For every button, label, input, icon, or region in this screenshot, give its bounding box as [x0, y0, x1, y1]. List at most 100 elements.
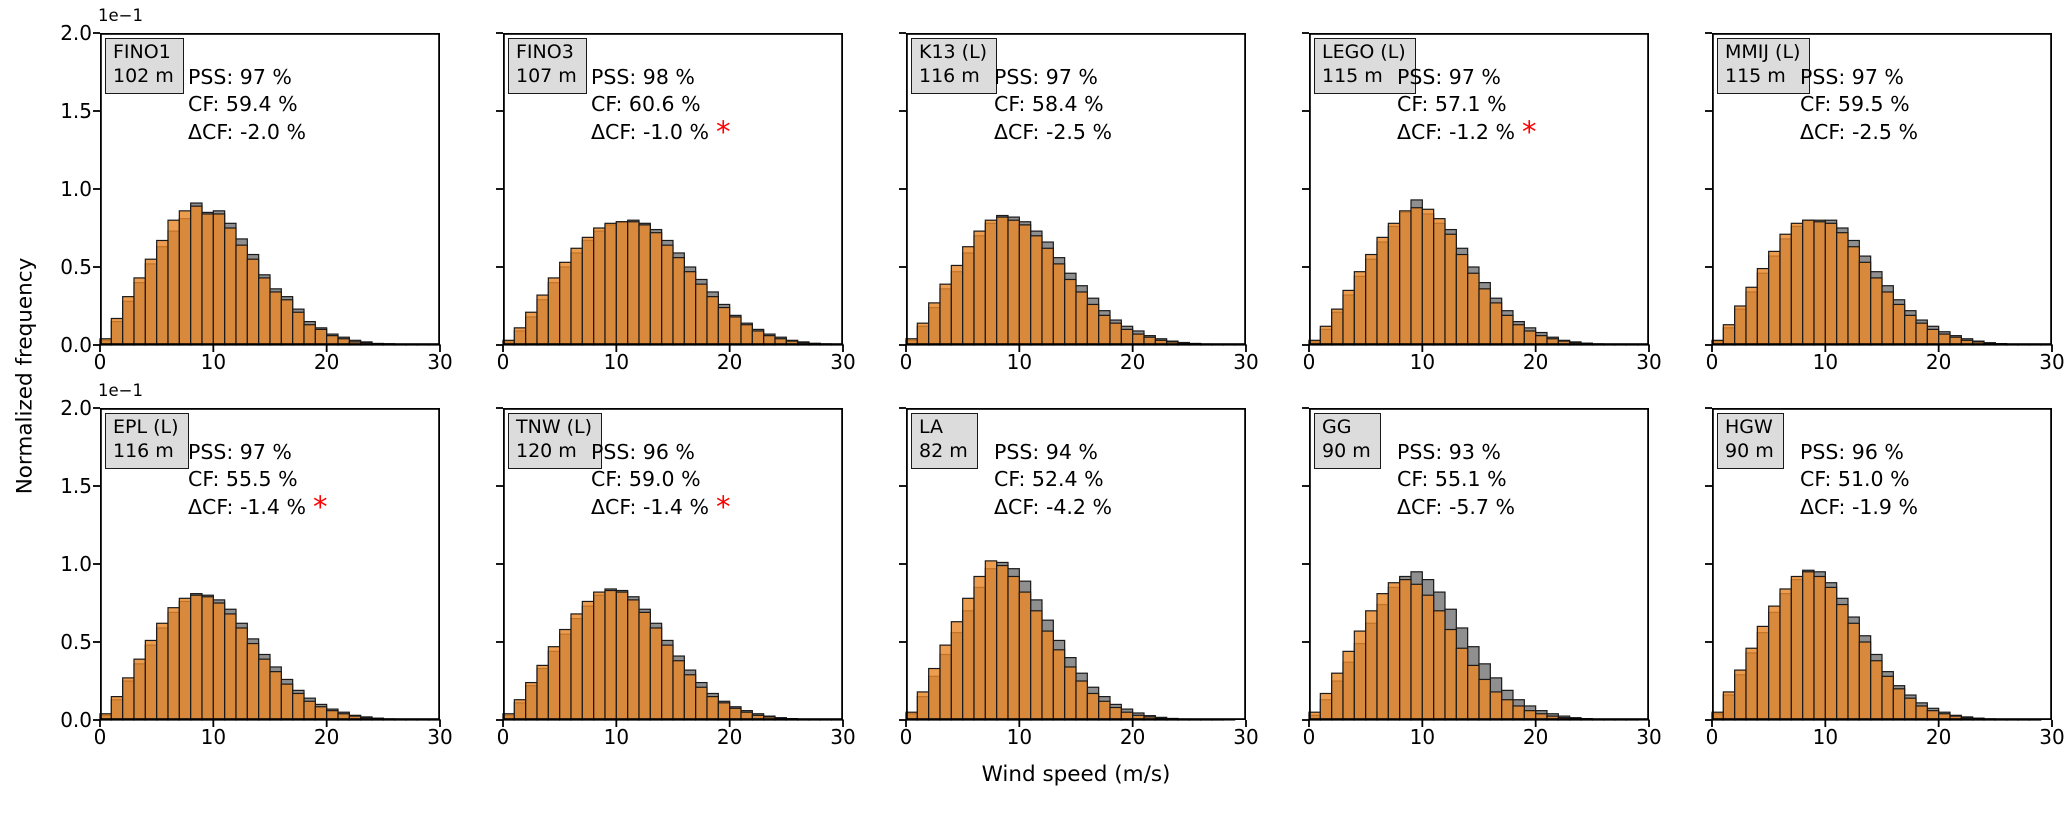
orange-histogram-bar — [1881, 675, 1894, 721]
stat-pss: PSS: 97 % — [188, 65, 292, 89]
orange-histogram-bar — [1410, 583, 1423, 721]
orange-histogram-bar — [1421, 208, 1435, 346]
orange-histogram-bar — [1086, 692, 1100, 721]
x-tick-label: 30 — [427, 725, 453, 749]
station-name: K13 (L) — [919, 41, 988, 63]
station-name: MMIJ (L) — [1725, 41, 1801, 63]
x-axis-label: Wind speed (m/s) — [981, 762, 1171, 787]
orange-histogram-bar — [649, 627, 663, 721]
orange-histogram-bar — [559, 628, 572, 721]
station-height: 102 m — [113, 64, 174, 87]
stat-cf: CF: 58.4 % — [994, 92, 1104, 117]
orange-histogram-bar — [973, 230, 986, 346]
orange-histogram-bar — [1075, 680, 1088, 721]
orange-histogram-bar — [627, 599, 640, 721]
orange-histogram-bar — [1342, 289, 1355, 346]
orange-histogram-bar — [1098, 314, 1111, 346]
y-tick-label: 0.5 — [60, 630, 92, 654]
stat-cf: CF: 55.1 % — [1397, 467, 1507, 492]
orange-histogram-bar — [1756, 267, 1770, 346]
stats-block: PSS: 97 % CF: 59.4 % ΔCF: -2.0 % — [188, 64, 313, 146]
x-tick-label: 20 — [716, 350, 743, 374]
stat-dcf: ΔCF: -1.2 % — [1397, 119, 1515, 144]
station-label-box: MMIJ (L) 115 m — [1717, 38, 1811, 94]
orange-histogram-bar — [513, 327, 527, 346]
significance-asterisk: * — [1521, 114, 1537, 149]
orange-histogram-bar — [962, 246, 975, 346]
orange-histogram-bar — [1410, 207, 1423, 346]
orange-histogram-bar — [133, 277, 146, 346]
orange-histogram-bar — [581, 600, 595, 721]
orange-histogram-bar — [581, 236, 595, 346]
x-tick-label: 10 — [1006, 350, 1033, 374]
y-tick-label: 2.0 — [60, 21, 92, 45]
orange-histogram-bar — [167, 219, 180, 346]
orange-histogram-bar — [1421, 594, 1435, 721]
y-tick-label: 0.0 — [60, 333, 92, 357]
orange-histogram-bar — [1779, 588, 1792, 721]
stats-block: PSS: 97 % CF: 57.1 % ΔCF: -1.2 % * — [1397, 64, 1536, 146]
axes-spine — [905, 407, 1247, 721]
orange-histogram-bar — [638, 224, 651, 346]
axes-spine — [1711, 407, 2053, 721]
orange-histogram-bar — [292, 311, 305, 346]
orange-histogram-bar — [1489, 302, 1503, 346]
orange-histogram-bar — [1041, 630, 1054, 721]
x-tick-label: 20 — [1925, 725, 1952, 749]
y-tick-label: 1.5 — [60, 99, 92, 123]
orange-histogram-bar — [559, 261, 572, 346]
orange-histogram-bar — [1331, 672, 1344, 721]
stat-dcf-line: ΔCF: -1.4 % * — [591, 492, 730, 521]
stat-dcf-line: ΔCF: -2.5 % — [994, 119, 1119, 146]
orange-histogram-bar — [246, 258, 260, 346]
x-tick-label: 20 — [1119, 350, 1146, 374]
orange-histogram-bar — [1365, 253, 1378, 346]
x-tick-label: 10 — [200, 350, 227, 374]
orange-histogram-bar — [235, 244, 248, 346]
orange-histogram-bar — [156, 239, 169, 346]
x-tick-label: 20 — [1522, 350, 1549, 374]
orange-histogram-bar — [258, 277, 271, 346]
subplot-panel: LEGO (L) 115 m PSS: 97 % CF: 57.1 % ΔCF:… — [1302, 32, 1662, 374]
station-label-box: LA 82 m — [911, 413, 978, 469]
orange-histogram-bar — [950, 264, 964, 346]
orange-histogram-bar — [593, 227, 606, 346]
stat-pss: PSS: 97 % — [1800, 65, 1904, 89]
orange-histogram-bar — [751, 330, 765, 346]
station-height: 90 m — [1322, 439, 1371, 462]
x-tick-label: 20 — [1925, 350, 1952, 374]
orange-histogram-bar — [1030, 235, 1043, 346]
stat-dcf: ΔCF: -1.9 % — [1800, 494, 1918, 519]
stat-dcf-line: ΔCF: -1.0 % * — [591, 117, 730, 146]
station-label-box: K13 (L) 116 m — [911, 38, 998, 94]
stat-dcf: ΔCF: -4.2 % — [994, 494, 1112, 519]
orange-histogram-bar — [1904, 697, 1917, 721]
x-tick-label: 10 — [603, 725, 630, 749]
stat-dcf-line: ΔCF: -1.2 % * — [1397, 117, 1536, 146]
orange-histogram-bar — [1768, 605, 1781, 721]
orange-histogram-bar — [513, 699, 527, 721]
x-tick-label: 10 — [1812, 725, 1839, 749]
orange-histogram-bar — [303, 700, 316, 721]
stats-block: PSS: 97 % CF: 55.5 % ΔCF: -1.4 % * — [188, 439, 327, 521]
orange-histogram-bar — [224, 227, 237, 346]
orange-histogram-bar — [110, 317, 124, 346]
orange-histogram-bar — [190, 594, 203, 721]
histogram-plot — [496, 407, 844, 727]
x-tick-label: 30 — [1636, 725, 1662, 749]
orange-histogram-bar — [201, 596, 214, 721]
orange-histogram-bar — [1489, 691, 1503, 721]
station-label-box: GG 90 m — [1314, 413, 1381, 469]
subplot-panel: FINO3 107 m PSS: 98 % CF: 60.6 % ΔCF: -1… — [496, 32, 856, 374]
orange-histogram-bar — [269, 291, 282, 346]
orange-histogram-bar — [246, 642, 260, 721]
orange-histogram-bar — [1734, 305, 1747, 346]
orange-histogram-bar — [1501, 314, 1514, 346]
orange-histogram-bar — [1870, 660, 1883, 721]
orange-histogram-bar — [292, 692, 305, 721]
orange-histogram-bar — [1086, 303, 1100, 346]
orange-histogram-bar — [638, 611, 651, 721]
x-tick-label: 20 — [1522, 725, 1549, 749]
orange-histogram-bar — [1064, 278, 1077, 346]
